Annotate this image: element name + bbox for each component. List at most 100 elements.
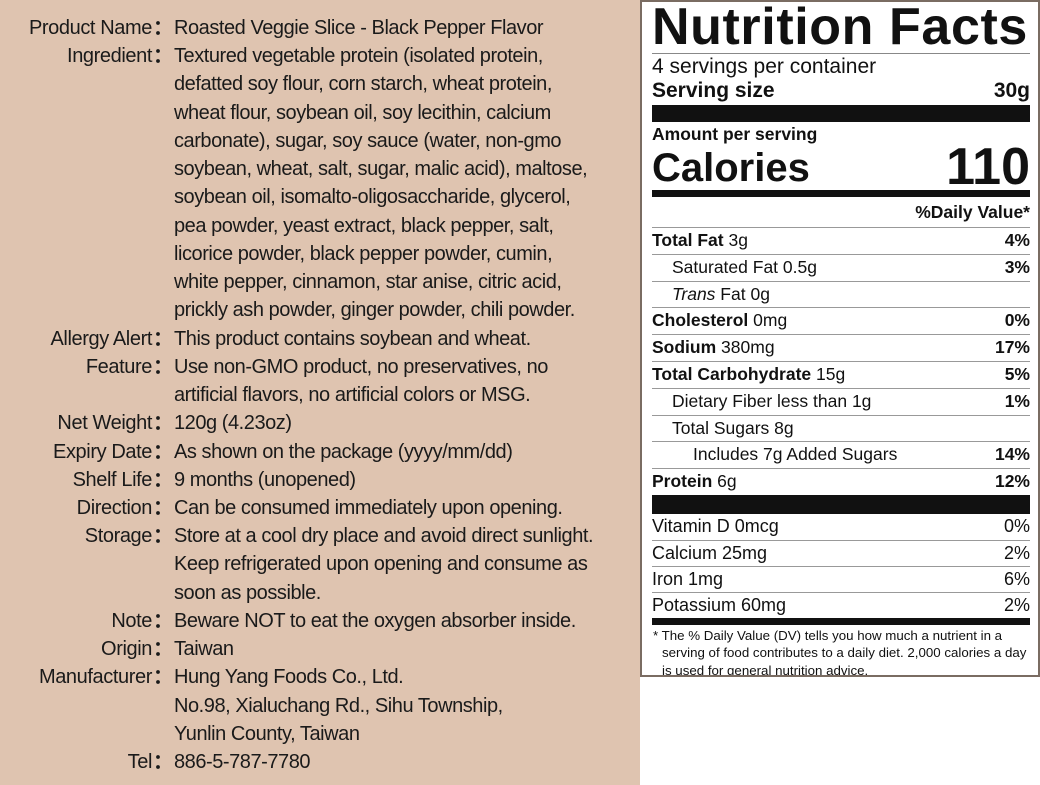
nutrient-daily-value: 14% — [994, 444, 1030, 465]
vitamin-row: Iron 1mg 6% — [652, 565, 1030, 592]
info-value-line: white pepper, cinnamon, star anise, citr… — [174, 271, 562, 294]
nutrient-row: Total Carbohydrate 15g 5% — [652, 360, 1030, 388]
nutrient-name: Total Carbohydrate 15g — [652, 362, 845, 388]
nutrient-name: Includes 7g Added Sugars — [652, 442, 897, 468]
info-value-line: Keep refrigerated upon opening and consu… — [174, 553, 588, 576]
info-value: 120g (4.23oz) — [174, 409, 640, 437]
nutrient-label: Includes 7g Added Sugars — [693, 444, 898, 465]
calories-label: Calories — [652, 146, 810, 190]
info-value: Store at a cool dry place and avoid dire… — [174, 522, 640, 607]
info-value: Taiwan — [174, 635, 640, 663]
info-row: Product Name： Roasted Veggie Slice - Blac… — [0, 14, 640, 42]
info-row: Allergy Alert： This product contains soyb… — [0, 325, 640, 353]
info-label: Allergy Alert — [50, 327, 152, 350]
colon-separator: ： — [153, 638, 173, 661]
colon-separator: ： — [153, 666, 173, 689]
colon-separator: ： — [153, 751, 173, 774]
nutrient-name: Total Sugars 8g — [652, 416, 794, 442]
nutrient-amount: 3g — [728, 230, 748, 250]
colon-separator: ： — [153, 355, 173, 378]
info-label: Direction — [76, 496, 153, 519]
nutrient-label: Total Fat — [652, 230, 724, 250]
info-label: Expiry Date — [53, 440, 152, 463]
nutrient-daily-value: 1% — [1004, 390, 1030, 411]
vitamin-row: Potassium 60mg 2% — [652, 591, 1030, 618]
info-row: Net Weight： 120g (4.23oz) — [0, 409, 640, 437]
nutrient-name: Total Fat 3g — [652, 228, 748, 254]
nutrient-row: Cholesterol 0mg 0% — [652, 307, 1030, 334]
info-value-line: No.98, Xialuchang Rd., Sihu Township, — [174, 694, 503, 717]
info-value-line: soon as possible. — [174, 581, 321, 604]
thick-divider — [652, 105, 1030, 122]
daily-value-header: %Daily Value* — [915, 202, 1030, 222]
info-label: Feature — [85, 355, 153, 378]
nutrient-amount: 0g — [750, 283, 770, 304]
info-value-line: Beware NOT to eat the oxygen absorber in… — [174, 609, 576, 632]
info-value: Roasted Veggie Slice - Black Pepper Flav… — [174, 14, 640, 42]
info-row: Direction： Can be consumed immediately up… — [0, 494, 640, 522]
colon-separator: ： — [153, 327, 173, 350]
info-row: Note： Beware NOT to eat the oxygen absorb… — [0, 607, 640, 635]
calories-value: 110 — [946, 138, 1030, 196]
info-value-line: soybean oil, isomalto-oligosaccharide, g… — [174, 186, 571, 209]
nutrient-row: Trans Fat 0g — [652, 280, 1030, 308]
nutrient-label: Cholesterol — [652, 310, 749, 331]
info-value-line: Yunlin County, Taiwan — [174, 722, 360, 745]
footnote: * The % Daily Value (DV) tells you how m… — [653, 627, 1027, 677]
nutrient-amount: 8g — [774, 417, 794, 438]
info-row: Feature： Use non-GMO product, no preserva… — [0, 353, 640, 409]
info-label: Origin — [101, 638, 152, 661]
vitamin-daily-value: 6% — [1003, 568, 1030, 589]
nutrient-name: Dietary Fiber less than 1g — [652, 389, 871, 415]
vitamin-name: Potassium 60mg — [652, 594, 787, 615]
info-value: Can be consumed immediately upon opening… — [174, 494, 640, 522]
info-value-line: This product contains soybean and wheat. — [174, 327, 531, 350]
info-value-line: Roasted Veggie Slice - Black Pepper Flav… — [174, 17, 544, 39]
nutrient-daily-value: 4% — [1004, 230, 1030, 250]
info-value: Use non-GMO product, no preservatives, n… — [174, 353, 640, 409]
colon-separator: ： — [153, 609, 173, 632]
medium-divider — [652, 190, 1030, 197]
nutrient-row: Total Fat 3g 4% — [652, 227, 1030, 254]
info-value: Beware NOT to eat the oxygen absorber in… — [174, 607, 640, 635]
nutrient-amount: 15g — [816, 363, 846, 384]
calories-row: Calories 110 — [652, 138, 1030, 196]
nutrient-daily-value: 3% — [1004, 256, 1030, 277]
info-row: Shelf Life： 9 months (unopened) — [0, 466, 640, 494]
nutrient-name: Trans Fat 0g — [652, 282, 770, 308]
info-row: Tel： 886-5-787-7780 — [0, 748, 640, 776]
thick-divider — [652, 494, 1030, 514]
servings-per-container: 4 servings per container — [652, 55, 877, 78]
vitamin-daily-value: 2% — [1003, 542, 1030, 563]
colon-separator: ： — [153, 468, 173, 491]
nutrient-name: Sodium 380mg — [652, 335, 775, 361]
nutrient-name: Cholesterol 0mg — [652, 308, 787, 334]
info-value-line: licorice powder, black pepper powder, cu… — [174, 242, 553, 265]
serving-size-value: 30g — [993, 79, 1030, 102]
nutrition-facts-label: Nutrition Facts 4 servings per container… — [640, 0, 1040, 677]
info-value: Hung Yang Foods Co., Ltd. No.98, Xialucha… — [174, 663, 640, 748]
info-value-line: As shown on the package (yyyy/mm/dd) — [174, 440, 513, 463]
info-row: Storage： Store at a cool dry place and av… — [0, 522, 640, 607]
serving-size-label: Serving size — [652, 79, 775, 102]
info-value: 9 months (unopened) — [174, 466, 640, 494]
nutrient-name: Saturated Fat 0.5g — [652, 255, 817, 281]
info-label: Tel — [127, 751, 153, 774]
nutrient-daily-value: 0% — [1004, 310, 1030, 331]
nutrient-label: Trans — [672, 283, 716, 304]
nutrient-label: Dietary Fiber less than — [672, 390, 848, 411]
vitamin-daily-value: 2% — [1003, 594, 1030, 615]
nutrient-amount: 380mg — [721, 337, 775, 358]
nutrient-rows: Total Fat 3g 4% Saturated Fat 0.5g 3% Trans … — [652, 227, 1030, 495]
info-label: Manufacturer — [38, 666, 152, 689]
vitamin-name: Calcium 25mg — [652, 542, 768, 563]
info-row: Origin： Taiwan — [0, 635, 640, 663]
nutrient-row: Dietary Fiber less than 1g 1% — [652, 387, 1030, 415]
info-value-line: 120g (4.23oz) — [174, 412, 292, 435]
info-value-line: Hung Yang Foods Co., Ltd. — [174, 666, 404, 689]
nutrient-daily-value: 17% — [994, 337, 1030, 358]
colon-separator: ： — [153, 496, 173, 519]
info-value-line: soybean, wheat, salt, sugar, malic acid)… — [174, 158, 588, 181]
info-value-line: prickly ash powder, ginger powder, chili… — [174, 299, 575, 322]
serving-size: Serving size 30g — [652, 79, 1030, 103]
